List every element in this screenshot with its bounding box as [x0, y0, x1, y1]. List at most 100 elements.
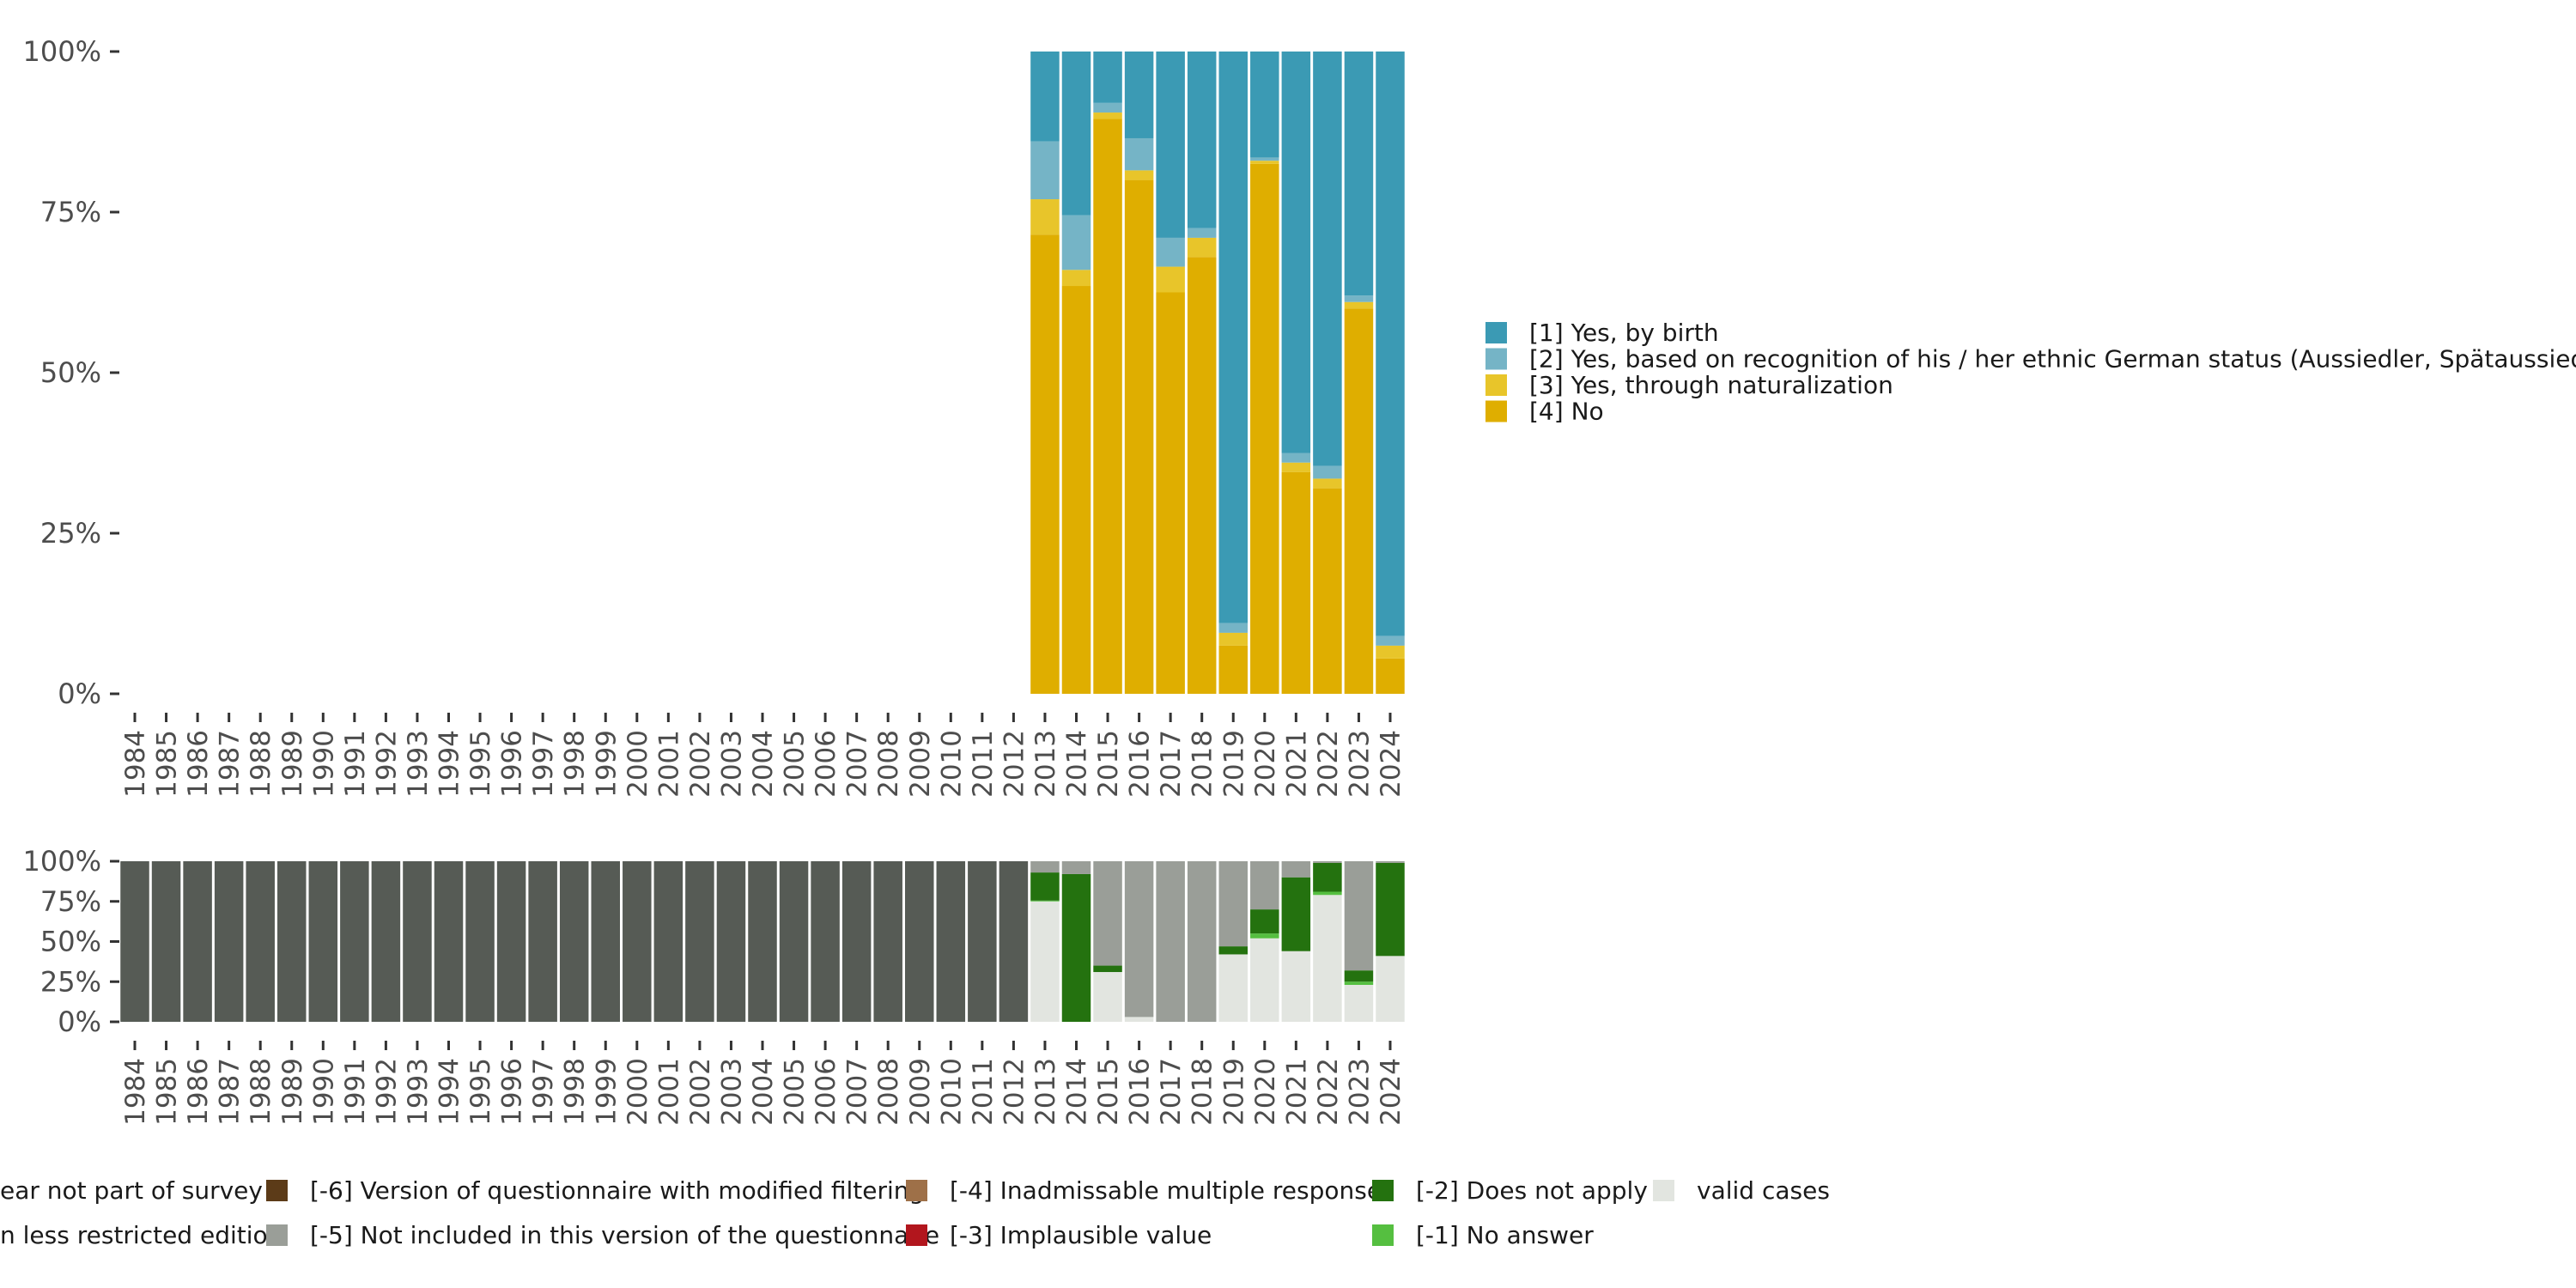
top-legend-label-2: [2] Yes, based on recognition of his / h… — [1529, 345, 2576, 374]
bottom-bar-2015-5-not-included-in-this-version-of-the-questionnaire — [1093, 861, 1122, 966]
top-bar-2023-2-yes-based-on-recognition-of-his-her-ethnic-german-status-aussiedler-sp-taussiedler — [1344, 295, 1374, 302]
top-bar-2016-2-yes-based-on-recognition-of-his-her-ethnic-german-status-aussiedler-sp-taussiedler — [1124, 137, 1154, 171]
top-xtick-label: 1985 — [152, 730, 183, 798]
bottom-xtick-label: 1985 — [152, 1058, 183, 1126]
bottom-xtick-label: 2016 — [1125, 1058, 1156, 1126]
bottom-bar-1994-8-question-this-year-not-part-of-survey — [434, 861, 464, 1022]
bottom-bar-1987-8-question-this-year-not-part-of-survey — [214, 861, 244, 1022]
bottom-legend-swatch-2-does-not-apply — [1372, 1180, 1394, 1201]
bottom-xtick-label: 1995 — [465, 1058, 496, 1126]
bottom-legend-label-3-implausible-value: [-3] Implausible value — [950, 1221, 1212, 1249]
bottom-bar-2020-1-no-answer — [1250, 933, 1279, 939]
bottom-bar-2013-1-no-answer — [1030, 900, 1060, 902]
bottom-bar-1997-8-question-this-year-not-part-of-survey — [528, 861, 557, 1022]
bottom-bar-2022-5-not-included-in-this-version-of-the-questionnaire — [1313, 861, 1342, 863]
top-xtick-label: 2013 — [1030, 730, 1061, 798]
bottom-ytick-label: 0% — [58, 1005, 101, 1038]
top-xtick-label: 1994 — [434, 730, 465, 798]
top-ytick-label: 75% — [40, 196, 101, 228]
bottom-bar-2023-1-no-answer — [1344, 981, 1374, 985]
bottom-bar-1984-8-question-this-year-not-part-of-survey — [120, 861, 149, 1022]
top-bar-2023-1-yes-by-birth — [1344, 52, 1374, 296]
bottom-bar-2020-2-does-not-apply — [1250, 909, 1279, 934]
top-xtick-label: 2020 — [1250, 730, 1281, 798]
bottom-bar-2014-2-does-not-apply — [1061, 873, 1091, 1022]
bottom-bar-1985-8-question-this-year-not-part-of-survey — [151, 861, 181, 1022]
bottom-bar-2019-valid-cases — [1218, 954, 1248, 1022]
bottom-ytick-label: 100% — [23, 845, 101, 878]
top-bar-2019-4-no — [1218, 645, 1248, 694]
bottom-bar-2013-valid-cases — [1030, 901, 1060, 1022]
top-legend-swatch-3 — [1485, 374, 1507, 396]
top-legend-label-3: [3] Yes, through naturalization — [1529, 371, 1893, 399]
bottom-xtick-label: 1990 — [308, 1058, 339, 1126]
top-bar-2023-3-yes-through-naturalization — [1344, 301, 1374, 309]
bottom-xtick-label: 1998 — [560, 1058, 591, 1126]
bottom-bar-2014-5-not-included-in-this-version-of-the-questionnaire — [1061, 861, 1091, 874]
bottom-bar-1993-8-question-this-year-not-part-of-survey — [403, 861, 432, 1022]
top-xtick-label: 1999 — [591, 730, 622, 798]
bottom-xtick-label: 2000 — [623, 1058, 653, 1126]
bottom-bar-1990-8-question-this-year-not-part-of-survey — [308, 861, 338, 1022]
top-xtick-label: 2022 — [1313, 730, 1344, 798]
bottom-bar-2000-8-question-this-year-not-part-of-survey — [623, 861, 652, 1022]
bottom-legend-label-2-does-not-apply: [-2] Does not apply — [1416, 1176, 1648, 1205]
top-bar-2015-2-yes-based-on-recognition-of-his-her-ethnic-german-status-aussiedler-sp-taussiedler — [1093, 102, 1122, 113]
bottom-bar-2019-2-does-not-apply — [1218, 946, 1248, 955]
bottom-bars — [120, 861, 1405, 1022]
bottom-bar-2004-8-question-this-year-not-part-of-survey — [748, 861, 777, 1022]
bottom-xtick-label: 2017 — [1156, 1058, 1187, 1126]
bottom-bar-1986-8-question-this-year-not-part-of-survey — [183, 861, 212, 1022]
bottom-legend-swatch-3-implausible-value — [906, 1224, 927, 1246]
top-xtick-label: 2024 — [1376, 730, 1406, 798]
top-bar-2023-4-no — [1344, 308, 1374, 694]
top-xtick-label: 2006 — [811, 730, 841, 798]
top-xtick-label: 2016 — [1125, 730, 1156, 798]
bottom-x-axis: 1984 1985 1986 1987 1988 1989 1990 1991 1992 1993… — [120, 1041, 1406, 1126]
bottom-bar-2008-8-question-this-year-not-part-of-survey — [873, 861, 902, 1022]
top-xtick-label: 2004 — [748, 730, 779, 798]
top-xtick-label: 1987 — [215, 730, 246, 798]
bottom-legend-label-1-no-answer: [-1] No answer — [1416, 1221, 1594, 1249]
bottom-legend-swatch-1-no-answer — [1372, 1224, 1394, 1246]
bottom-bar-2013-2-does-not-apply — [1030, 872, 1060, 901]
bottom-xtick-label: 2021 — [1281, 1058, 1312, 1126]
top-bar-2021-3-yes-through-naturalization — [1281, 462, 1311, 472]
top-xtick-label: 1986 — [183, 730, 214, 798]
top-legend: [1] Yes, by birth[2] Yes, based on recog… — [1485, 319, 2576, 426]
top-bar-2024-1-yes-by-birth — [1376, 52, 1405, 636]
bottom-ytick-label: 50% — [40, 926, 101, 958]
bottom-bar-2022-valid-cases — [1313, 895, 1342, 1022]
bottom-bar-2003-8-question-this-year-not-part-of-survey — [716, 861, 746, 1022]
bottom-bar-2020-5-not-included-in-this-version-of-the-questionnaire — [1250, 861, 1279, 910]
bottom-legend-label-7-only-available-in-less-restricted-edition: n less restricted edition — [0, 1221, 283, 1249]
bottom-xtick-label: 2006 — [811, 1058, 841, 1126]
bottom-xtick-label: 2005 — [780, 1058, 811, 1126]
bottom-xtick-label: 2001 — [653, 1058, 684, 1126]
top-xtick-label: 2001 — [653, 730, 684, 798]
top-xtick-label: 1997 — [528, 730, 559, 798]
bottom-bar-2005-8-question-this-year-not-part-of-survey — [779, 861, 809, 1022]
top-bar-2014-1-yes-by-birth — [1061, 52, 1091, 216]
bottom-xtick-label: 2010 — [936, 1058, 967, 1126]
bottom-xtick-label: 2012 — [999, 1058, 1030, 1126]
bottom-legend-swatch-4-inadmissable-multiple-response — [906, 1180, 927, 1201]
bottom-bar-2011-8-question-this-year-not-part-of-survey — [968, 861, 997, 1022]
bottom-bar-2012-8-question-this-year-not-part-of-survey — [999, 861, 1029, 1022]
top-xtick-label: 1996 — [497, 730, 528, 798]
bottom-bar-1992-8-question-this-year-not-part-of-survey — [371, 861, 401, 1022]
bottom-bar-2013-5-not-included-in-this-version-of-the-questionnaire — [1030, 861, 1060, 873]
bottom-xtick-label: 1992 — [371, 1058, 402, 1126]
top-xtick-label: 2008 — [873, 730, 904, 798]
bottom-legend-label-6-version-of-questionnaire-with-modified-filtering: [-6] Version of questionnaire with modif… — [310, 1176, 924, 1205]
bottom-xtick-label: 2024 — [1376, 1058, 1406, 1126]
top-bar-2020-1-yes-by-birth — [1250, 52, 1279, 158]
top-xtick-label: 1993 — [403, 730, 434, 798]
bottom-bar-1991-8-question-this-year-not-part-of-survey — [340, 861, 369, 1022]
top-xtick-label: 2011 — [968, 730, 999, 798]
top-bar-2017-3-yes-through-naturalization — [1156, 266, 1185, 293]
top-bar-2022-2-yes-based-on-recognition-of-his-her-ethnic-german-status-aussiedler-sp-taussiedler — [1313, 465, 1342, 479]
bottom-bar-2022-1-no-answer — [1313, 891, 1342, 896]
bottom-xtick-label: 1993 — [403, 1058, 434, 1126]
bottom-xtick-label: 1994 — [434, 1058, 465, 1126]
